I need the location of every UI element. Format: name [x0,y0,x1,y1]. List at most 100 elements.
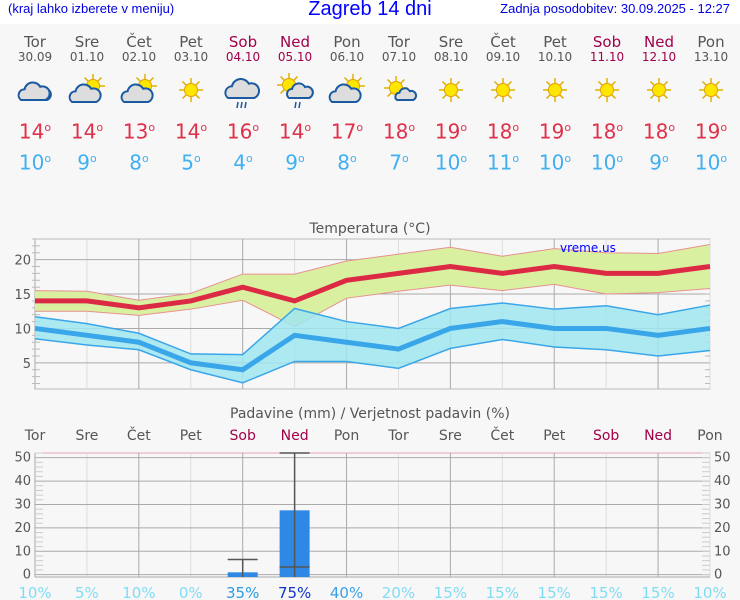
weather-icon-slot [685,70,737,110]
x-day-label: Pon [334,428,359,444]
weather-icon-slot [373,70,425,110]
weather-icon-slot [113,70,165,110]
max-temp: 19o [434,119,468,144]
day-name: Tor [24,33,46,51]
last-updated: Zadnja posodobitev: 30.09.2025 - 12:27 [500,1,730,16]
min-temp: 9o [649,150,669,175]
day-name: Pet [543,33,567,51]
min-temp: 11o [486,150,520,175]
weather-icon-slot [9,70,61,110]
y-tick-label-left: 40 [14,474,31,489]
sun-icon [647,78,671,102]
day-name: Sob [228,33,258,51]
precip-probability: 75% [278,584,311,600]
day-column: Ned 05.10 14o 9o [269,34,321,174]
day-column: Ned 12.10 18o 9o [633,34,685,174]
precip-probability: 5% [75,584,99,600]
day-column: Tor 30.09 14o 10o [9,34,61,174]
day-date: 06.10 [329,50,365,64]
y-tick-label-left: 10 [14,544,31,559]
min-temp: 9o [285,150,305,175]
min-temp-line [34,319,711,373]
day-column: Sob 04.10 16o 4o [217,34,269,174]
sun-icon [179,78,203,102]
day-column: Pet 10.10 19o 10o [529,34,581,174]
day-column: Čet 09.10 18o 11o [477,34,529,174]
day-name: Sre [438,33,464,51]
precipitation-chart: Padavine (mm) / Verjetnost padavin (%) To… [14,406,731,600]
max-temp: 14o [70,119,104,144]
y-tick-label-right: 40 [714,474,731,489]
y-tick-label-left: 20 [14,521,31,536]
weather-icon-slot [165,70,217,110]
min-temp: 8o [129,150,149,175]
min-temp: 4o [233,150,253,175]
partly-cloudy-icon [120,74,157,103]
precip-probability: 15% [538,584,571,600]
weather-icon-slot [217,70,269,110]
x-day-label: Čet [127,426,151,444]
precip-probability: 40% [330,584,363,600]
min-band-upper [34,302,711,356]
min-temp: 7o [389,150,409,175]
y-tick-label-left: 50 [14,451,31,466]
day-name: Ned [280,33,310,51]
max-temp: 14o [174,119,208,144]
sun-small-cloud-icon [384,76,418,101]
min-temp: 9o [77,150,97,175]
watermark: vreme.us [560,241,616,255]
y-tick-label: 20 [14,254,31,269]
x-day-label: Tor [387,428,409,444]
precip-probability: 20% [382,584,415,600]
weather-icon-slot [425,70,477,110]
max-temp: 17o [330,119,364,144]
weather-icon-slot [529,70,581,110]
day-column: Čet 02.10 13o 8o [113,34,165,174]
min-temp: 10o [694,150,728,175]
day-column: Sre 08.10 19o 10o [425,34,477,174]
y-tick-label-right: 20 [714,521,731,536]
precip-probability: 15% [641,584,674,600]
chart-title: Temperatura (°C) [308,221,430,237]
min-temp: 8o [337,150,357,175]
max-temp: 18o [642,119,676,144]
day-column: Pon 13.10 19o 10o [685,34,737,174]
max-temp: 14o [18,119,52,144]
day-date: 30.09 [17,50,53,64]
weather-icon-slot [477,70,529,110]
max-temp-band [35,244,710,327]
x-day-label: Pet [543,428,566,444]
precip-probability: 35% [226,584,259,600]
y-tick-label-right: 50 [714,451,731,466]
chart-title: Padavine (mm) / Verjetnost padavin (%) [230,406,510,422]
page-title: Zagreb 14 dni [308,0,432,20]
weather-icon-slot [61,70,113,110]
max-temp: 13o [122,119,156,144]
weather-icon-slot [633,70,685,110]
max-temp: 16o [226,119,260,144]
precip-probability: 10% [122,584,155,600]
day-date: 02.10 [121,50,157,64]
min-temp: 10o [538,150,572,175]
y-tick-label-right: 30 [714,497,731,512]
y-tick-label: 10 [14,322,31,337]
sun-icon [595,78,619,102]
day-date: 05.10 [277,50,313,64]
sun-icon [491,78,515,102]
day-column: Pon 06.10 17o 8o [321,34,373,174]
max-temp: 18o [486,119,520,144]
city-hint: (kraj lahko izberete v meniju) [8,1,175,16]
day-column: Sre 01.10 14o 9o [61,34,113,174]
x-day-label: Ned [281,428,309,444]
x-day-label: Čet [490,426,514,444]
rain-cloud-icon [224,77,260,109]
y-tick-label-left: 0 [23,568,31,583]
day-column: Sob 11.10 18o 10o [581,34,633,174]
min-band-lower [34,338,711,384]
y-tick-label-right: 10 [714,544,731,559]
y-tick-label-left: 30 [14,497,31,512]
weather-icon-slot [269,70,321,110]
sun-icon [439,78,463,102]
day-name: Sre [74,33,100,51]
day-date: 13.10 [693,50,729,64]
